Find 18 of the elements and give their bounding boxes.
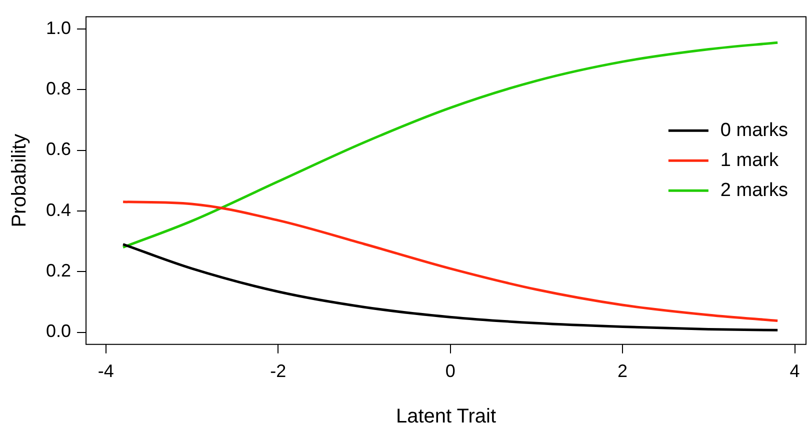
y-tick-label: 0.0 — [46, 321, 72, 342]
y-tick-label: 0.8 — [46, 78, 72, 99]
x-axis-title: Latent Trait — [396, 406, 496, 428]
y-axis-title: Probability — [8, 134, 31, 228]
line-series — [122, 243, 779, 332]
x-tick-label: 4 — [790, 361, 800, 382]
x-tick-label: -2 — [270, 361, 286, 382]
y-tick-label: 1.0 — [46, 18, 72, 38]
x-tick-label: -4 — [98, 361, 114, 382]
legend-label: 2 marks — [720, 180, 788, 201]
legend-label: 0 marks — [720, 120, 788, 141]
x-tick-label: 2 — [618, 361, 628, 382]
y-tick-label: 0.4 — [46, 200, 72, 220]
y-tick-label: 0.2 — [46, 260, 72, 281]
x-tick-label: 0 — [445, 361, 456, 382]
line-series — [122, 200, 779, 322]
legend-label: 1 mark — [720, 150, 779, 171]
y-tick-label: 0.6 — [46, 139, 72, 160]
